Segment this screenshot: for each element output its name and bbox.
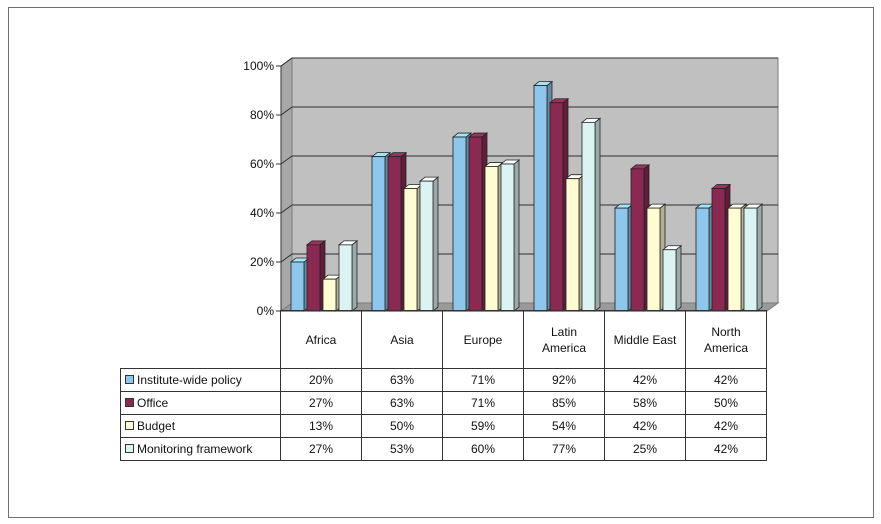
side-wall <box>280 57 293 312</box>
bar <box>338 244 353 312</box>
bar <box>322 278 337 312</box>
bar <box>533 85 548 312</box>
table-cell: 63% <box>361 368 443 392</box>
bar <box>468 136 483 312</box>
category-label: Asia <box>361 310 443 369</box>
gridline <box>280 57 293 67</box>
bar <box>662 249 677 312</box>
bar-side <box>756 203 763 312</box>
table-cell: 71% <box>442 368 524 392</box>
table-cell: 60% <box>442 437 524 461</box>
category-label: Africa <box>280 310 362 369</box>
table-cell: 42% <box>604 368 686 392</box>
table-corner <box>121 311 281 369</box>
bar <box>403 188 418 312</box>
bar <box>419 180 434 312</box>
series-label: Monitoring framework <box>120 437 281 461</box>
table-cell: 59% <box>442 414 524 438</box>
legend-swatch-icon <box>125 398 134 408</box>
bar <box>484 166 499 312</box>
table-row: Budget 13% 50% 59% 54% 42% 42% <box>120 414 767 438</box>
bar <box>565 178 580 312</box>
bar <box>452 136 467 312</box>
bar-side <box>351 240 358 312</box>
table-row: Institute-wide policy 20% 63% 71% 92% 42… <box>120 368 767 392</box>
bar <box>387 156 402 312</box>
y-tick-label: 60% <box>250 157 274 171</box>
legend-swatch-icon <box>125 375 134 385</box>
y-tick-label: 80% <box>250 108 274 122</box>
y-tick-label: 0% <box>257 304 275 318</box>
bar <box>581 121 596 312</box>
bar <box>290 261 305 312</box>
table-cell: 42% <box>685 414 767 438</box>
bar-side <box>594 117 601 312</box>
table-cell: 54% <box>523 414 605 438</box>
table-cell: 92% <box>523 368 605 392</box>
table-header-row: Africa Asia Europe Latin America Middle E… <box>121 310 767 369</box>
gridline <box>280 106 293 116</box>
bar <box>743 207 758 312</box>
gridline <box>280 155 293 165</box>
bar-side <box>513 159 520 312</box>
table-cell: 50% <box>361 414 443 438</box>
table-cell: 58% <box>604 391 686 415</box>
bar <box>371 156 386 312</box>
gridline <box>280 253 293 263</box>
table-cell: 50% <box>685 391 767 415</box>
table-cell: 20% <box>280 368 362 392</box>
y-tick-label: 20% <box>250 255 274 269</box>
table-cell: 27% <box>280 437 362 461</box>
bar <box>727 207 742 312</box>
category-label: North America <box>685 310 767 369</box>
bar <box>711 188 726 312</box>
bar <box>614 207 629 312</box>
table-cell: 85% <box>523 391 605 415</box>
legend-swatch-icon <box>125 421 134 431</box>
bar <box>306 244 321 312</box>
y-tick-label: 40% <box>250 206 274 220</box>
table-cell: 42% <box>604 414 686 438</box>
bar <box>630 168 645 312</box>
table-row: Office 27% 63% 71% 85% 58% 50% <box>120 391 767 415</box>
table-cell: 13% <box>280 414 362 438</box>
table-row: Monitoring framework 27% 53% 60% 77% 25%… <box>120 437 767 461</box>
category-label: Latin America <box>523 310 605 369</box>
table-cell: 63% <box>361 391 443 415</box>
bar <box>549 102 564 312</box>
y-tick-label: 100% <box>243 59 274 73</box>
table-cell: 77% <box>523 437 605 461</box>
legend-swatch-icon <box>125 444 134 454</box>
gridline <box>280 204 293 214</box>
series-label: Institute-wide policy <box>120 368 281 392</box>
bar-side <box>675 244 682 312</box>
bar-side <box>432 176 439 312</box>
table-cell: 42% <box>685 437 767 461</box>
table-cell: 42% <box>685 368 767 392</box>
bar <box>500 163 515 312</box>
category-label: Middle East <box>604 310 686 369</box>
table-cell: 27% <box>280 391 362 415</box>
bar <box>695 207 710 312</box>
table-cell: 71% <box>442 391 524 415</box>
series-label: Budget <box>120 414 281 438</box>
bar <box>646 207 661 312</box>
table-cell: 25% <box>604 437 686 461</box>
series-label: Office <box>120 391 281 415</box>
data-table: Africa Asia Europe Latin America Middle E… <box>120 310 767 461</box>
table-cell: 53% <box>361 437 443 461</box>
category-label: Europe <box>442 310 524 369</box>
